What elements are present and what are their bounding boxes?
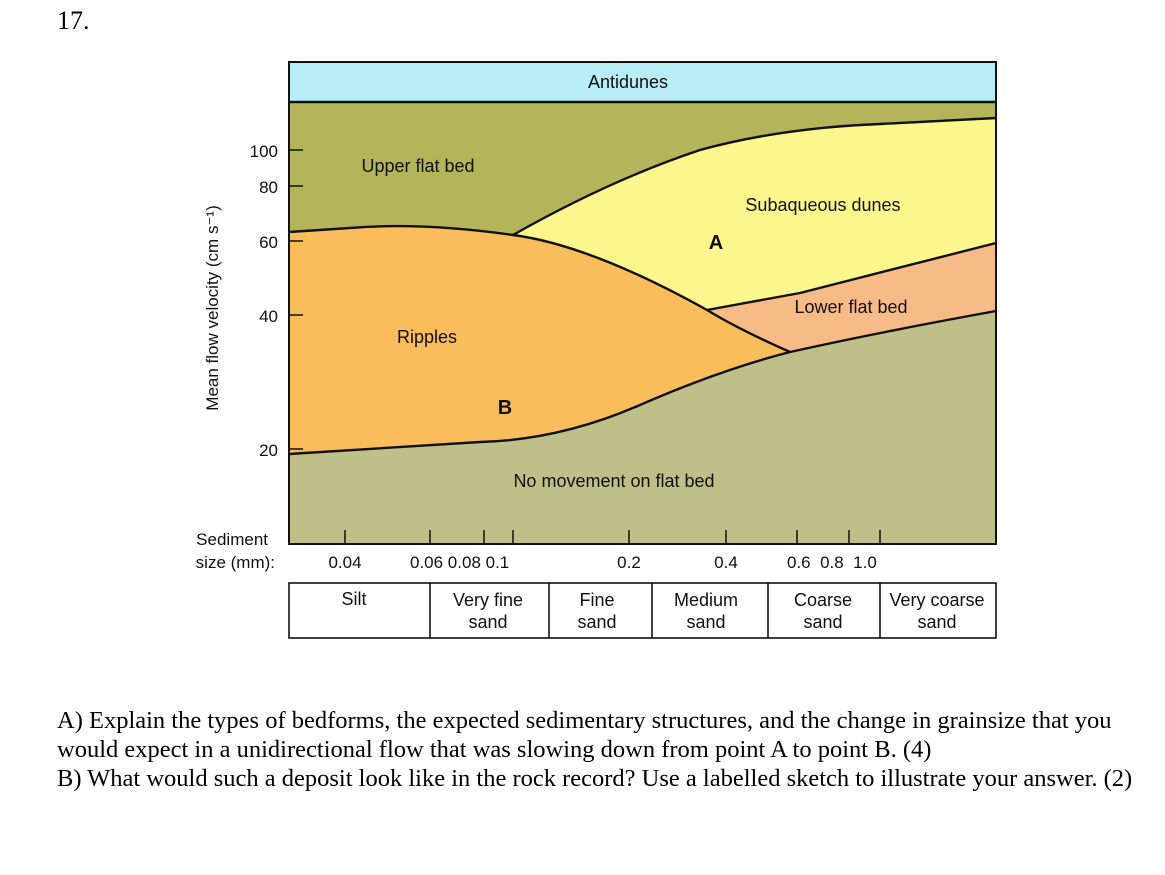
y-tick-labels: 100 80 60 40 20 xyxy=(250,142,278,460)
question-text: A) Explain the types of bedforms, the ex… xyxy=(57,706,1147,793)
y-tick-label: 20 xyxy=(259,441,278,460)
y-tick-label: 60 xyxy=(259,233,278,252)
x-tick-labels: 0.04 0.06 0.08 0.1 0.2 0.4 0.6 0.8 1.0 xyxy=(328,553,876,572)
x-tick-label: 0.06 0.08 0.1 xyxy=(410,553,509,572)
region-subaqueous-dunes xyxy=(513,118,996,310)
size-class-coarse-line1: Coarse xyxy=(794,590,852,610)
size-class-medium-line1: Medium xyxy=(674,590,738,610)
x-tick-label: 0.4 xyxy=(714,553,738,572)
marker-a: A xyxy=(709,232,723,254)
label-lower-flat-bed: Lower flat bed xyxy=(794,297,907,317)
y-axis-ticks xyxy=(289,149,303,450)
plot-frame xyxy=(288,61,997,545)
size-class-fine-line2: sand xyxy=(577,612,616,632)
question-a: A) Explain the types of bedforms, the ex… xyxy=(57,707,1112,763)
sediment-size-label-line2: size (mm): xyxy=(196,553,275,572)
question-number: 17. xyxy=(57,6,90,35)
x-tick-label: 0.04 xyxy=(328,553,361,572)
region-lower-flat-bed xyxy=(707,243,996,352)
boundary-upper-dunes xyxy=(512,116,997,237)
boundary-ripples-top xyxy=(288,224,791,354)
y-axis-label: Mean flow velocity (cm s⁻¹) xyxy=(203,205,222,410)
size-class-very-coarse-line2: sand xyxy=(917,612,956,632)
size-class-very-coarse-line1: Very coarse xyxy=(889,590,984,610)
size-class-medium-line2: sand xyxy=(686,612,725,632)
size-class-table: Silt Very fine sand Fine sand Medium san… xyxy=(288,582,997,639)
x-tick-label: 0.6 0.8 1.0 xyxy=(787,553,877,572)
y-tick-label: 80 xyxy=(259,178,278,197)
label-no-movement: No movement on flat bed xyxy=(513,471,714,491)
label-upper-flat-bed: Upper flat bed xyxy=(361,156,474,176)
boundary-ripples-bottom xyxy=(288,309,997,456)
size-class-silt: Silt xyxy=(341,589,366,609)
region-ripples xyxy=(289,226,790,454)
boundary-dunes-lower xyxy=(706,241,997,312)
bedform-stability-diagram: 100 80 60 40 20 Mean flow velocity (cm s… xyxy=(196,61,997,639)
x-tick-label: 0.2 xyxy=(617,553,641,572)
size-class-fine-line1: Fine xyxy=(579,590,614,610)
label-subaqueous-dunes: Subaqueous dunes xyxy=(745,195,900,215)
region-no-movement xyxy=(289,311,996,544)
label-ripples: Ripples xyxy=(397,327,457,347)
sediment-size-label-line1: Sediment xyxy=(196,530,268,549)
y-tick-label: 100 xyxy=(250,142,278,161)
label-antidunes: Antidunes xyxy=(588,72,668,92)
region-labels: Antidunes Upper flat bed Subaqueous dune… xyxy=(361,72,907,491)
size-class-very-fine-line2: sand xyxy=(468,612,507,632)
question-b: B) What would such a deposit look like i… xyxy=(57,765,1133,792)
size-class-coarse-line2: sand xyxy=(803,612,842,632)
region-antidunes xyxy=(289,62,996,103)
y-tick-label: 40 xyxy=(259,307,278,326)
x-axis-ticks xyxy=(344,530,881,544)
boundary-lines xyxy=(288,100,997,456)
size-class-very-fine-line1: Very fine xyxy=(453,590,523,610)
marker-b: B xyxy=(498,397,512,419)
point-markers: A B xyxy=(498,232,723,419)
